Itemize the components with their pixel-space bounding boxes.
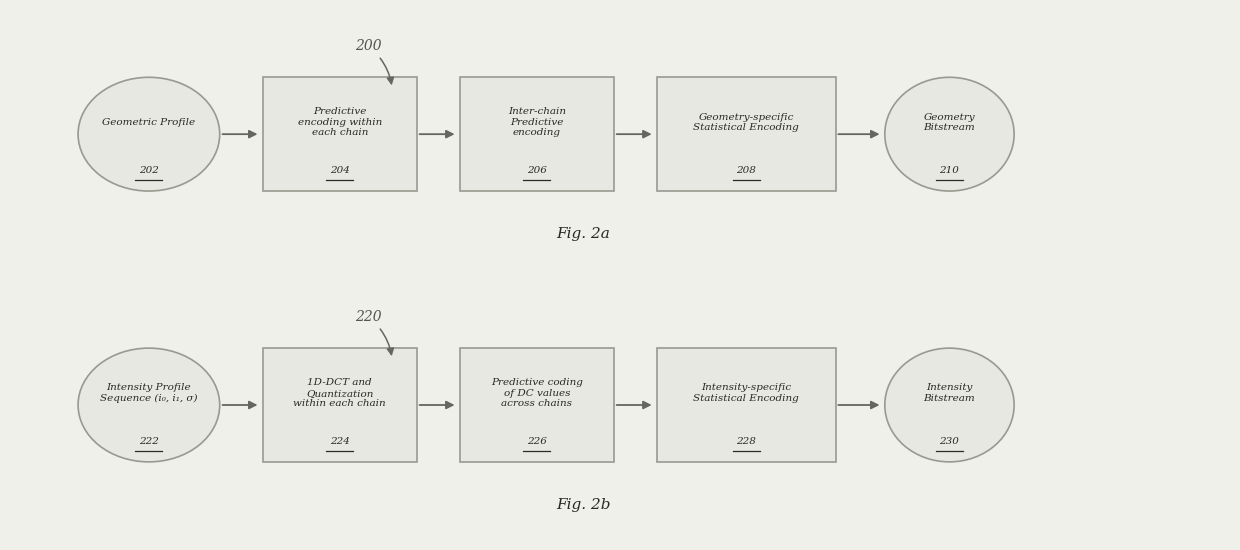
- Ellipse shape: [885, 348, 1014, 462]
- Text: Intensity
Bitstream: Intensity Bitstream: [924, 383, 976, 403]
- Text: Intensity-specific
Statistical Encoding: Intensity-specific Statistical Encoding: [693, 383, 799, 403]
- FancyBboxPatch shape: [263, 78, 417, 191]
- Text: Predictive
encoding within
each chain: Predictive encoding within each chain: [298, 107, 382, 137]
- Text: Inter-chain
Predictive
encoding: Inter-chain Predictive encoding: [508, 107, 565, 137]
- FancyBboxPatch shape: [657, 348, 836, 462]
- Text: 208: 208: [737, 167, 756, 175]
- FancyBboxPatch shape: [263, 348, 417, 462]
- Text: 230: 230: [940, 437, 960, 447]
- FancyBboxPatch shape: [460, 78, 614, 191]
- Ellipse shape: [78, 78, 219, 191]
- FancyBboxPatch shape: [657, 78, 836, 191]
- Text: Geometry
Bitstream: Geometry Bitstream: [924, 113, 976, 132]
- Text: 220: 220: [355, 310, 393, 355]
- Text: Geometry-specific
Statistical Encoding: Geometry-specific Statistical Encoding: [693, 113, 799, 132]
- Text: 202: 202: [139, 167, 159, 175]
- Text: 210: 210: [940, 167, 960, 175]
- Text: Geometric Profile: Geometric Profile: [103, 118, 196, 127]
- Text: 204: 204: [330, 167, 350, 175]
- FancyBboxPatch shape: [460, 348, 614, 462]
- Ellipse shape: [885, 78, 1014, 191]
- Text: Predictive coding
of DC values
across chains: Predictive coding of DC values across ch…: [491, 378, 583, 408]
- Text: Intensity Profile
Sequence (i₀, i₁, σ): Intensity Profile Sequence (i₀, i₁, σ): [100, 383, 197, 403]
- Ellipse shape: [78, 348, 219, 462]
- Text: 206: 206: [527, 167, 547, 175]
- Text: 228: 228: [737, 437, 756, 447]
- Text: 200: 200: [355, 39, 393, 84]
- Text: 222: 222: [139, 437, 159, 447]
- Text: Fig. 2a: Fig. 2a: [556, 227, 610, 241]
- Text: 224: 224: [330, 437, 350, 447]
- Text: 226: 226: [527, 437, 547, 447]
- Text: 1D-DCT and
Quantization
within each chain: 1D-DCT and Quantization within each chai…: [294, 378, 386, 408]
- Text: Fig. 2b: Fig. 2b: [556, 498, 610, 512]
